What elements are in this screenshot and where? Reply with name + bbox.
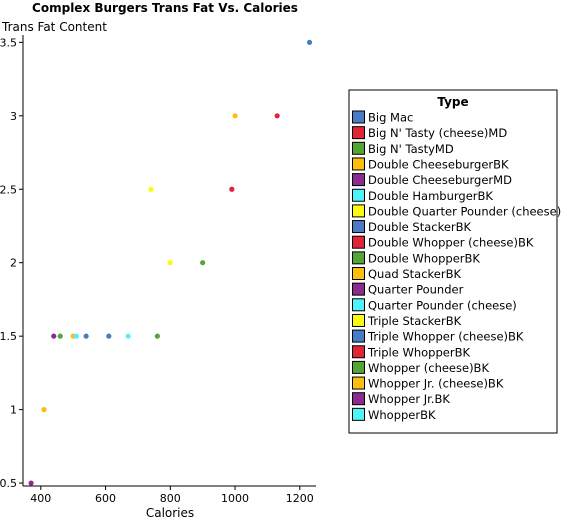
legend-swatch [352, 407, 365, 421]
x-tick-label: 400 [30, 492, 51, 505]
x-tick-label: 600 [95, 492, 116, 505]
y-tick-label: 1.5 [0, 330, 17, 343]
legend-swatch [352, 360, 365, 374]
data-point [274, 113, 280, 119]
data-point [229, 186, 235, 192]
data-point [306, 39, 313, 45]
x-axis-label: Calories [146, 506, 194, 520]
legend-swatch [352, 329, 365, 343]
legend-item-label: Triple StackerBK [367, 314, 462, 328]
y-tick-label: 0.5 [0, 477, 17, 490]
legend-swatch [352, 282, 365, 296]
data-point [154, 333, 160, 339]
data-point [73, 333, 80, 339]
data-point [57, 333, 63, 339]
legend-item-label: Triple WhopperBK [367, 345, 470, 359]
legend-item-label: Whopper Jr. (cheese)BK [368, 377, 504, 391]
legend-item-label: Double CheeseburgerBK [368, 157, 509, 171]
legend-swatch [352, 188, 365, 202]
legend-item-label: Triple Whopper (cheese)BK [367, 330, 524, 344]
legend-swatch [352, 173, 365, 187]
y-tick-label: 3.5 [0, 36, 17, 49]
data-point [200, 260, 206, 266]
y-tick-label: 3 [10, 110, 17, 123]
legend-title: Type [437, 95, 468, 109]
legend-item-label: Double StackerBK [368, 220, 472, 234]
legend-item-label: Big N' Tasty (cheese)MD [368, 126, 507, 140]
legend-item-label: Double HamburgerBK [368, 189, 493, 203]
legend-item-label: Quad StackerBK [368, 267, 461, 281]
legend-item-label: Quarter Pounder (cheese) [368, 298, 517, 312]
x-ticks: 400 600 800 1000 1200 [30, 486, 314, 505]
data-point [232, 113, 238, 119]
legend-swatch [352, 141, 365, 155]
legend-item-label: Whopper Jr.BK [368, 392, 450, 406]
x-tick-label: 800 [160, 492, 181, 505]
data-point [41, 407, 47, 413]
data-point [167, 260, 173, 266]
legend-swatch [352, 376, 365, 390]
data-points [28, 39, 313, 486]
chart-title: Complex Burgers Trans Fat Vs. Calories [32, 1, 298, 15]
legend-swatch [352, 235, 365, 249]
data-point [106, 333, 112, 339]
legend-swatch [352, 110, 365, 124]
legend-swatch [352, 204, 365, 218]
data-point [28, 480, 34, 486]
legend-item-label: Big Mac [368, 111, 413, 125]
legend-swatch [352, 298, 365, 312]
legend-swatch [352, 220, 365, 234]
axes [22, 35, 316, 487]
y-ticks: 0.5 1 1.5 2 2.5 3 3.5 [0, 36, 23, 490]
legend-swatch [352, 126, 365, 140]
data-point [51, 333, 57, 339]
legend-item-label: Double WhopperBK [368, 251, 480, 265]
legend-swatch [352, 345, 365, 359]
legend-item-label: WhopperBK [368, 408, 436, 422]
data-point [125, 333, 131, 339]
legend-item-label: Double Whopper (cheese)BK [368, 236, 534, 250]
data-point [148, 186, 154, 192]
legend-swatch [352, 267, 365, 280]
x-tick-label: 1000 [221, 492, 249, 505]
legend-item-label: Whopper (cheese)BK [368, 361, 489, 375]
legend-item-label: Big N' TastyMD [368, 142, 454, 156]
legend-item-label: Double Quarter Pounder (cheese) [368, 204, 561, 218]
data-point [83, 333, 89, 339]
legend-swatch [352, 313, 365, 327]
legend-swatch [352, 251, 365, 265]
legend-item-label: Quarter Pounder [368, 283, 464, 297]
legend-item-label: Double CheeseburgerMD [368, 173, 512, 187]
y-tick-label: 2 [10, 257, 17, 270]
y-axis-label: Trans Fat Content [1, 20, 107, 34]
legend-swatch [352, 392, 365, 406]
x-tick-label: 1200 [286, 492, 314, 505]
y-tick-label: 2.5 [0, 183, 17, 196]
legend-box [348, 89, 558, 434]
legend-swatch [352, 157, 365, 171]
y-tick-label: 1 [10, 404, 17, 417]
